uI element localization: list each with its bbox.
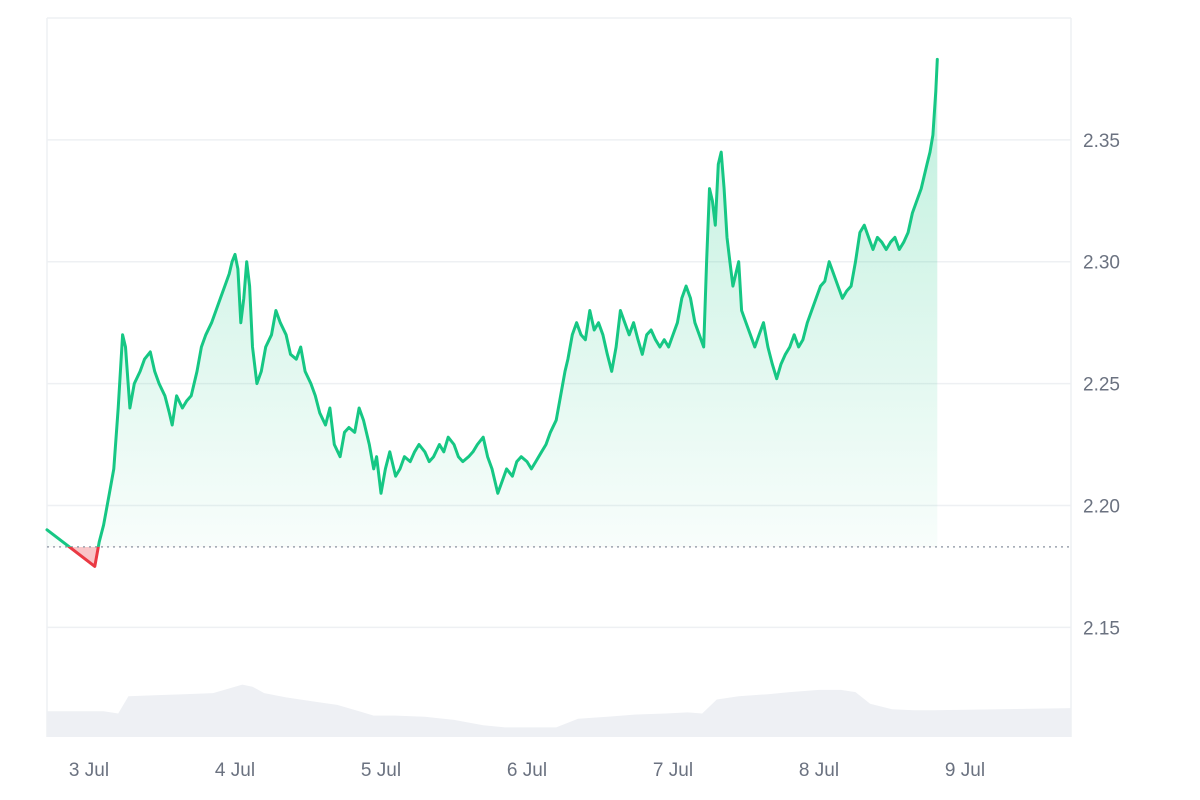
area-above-baseline (47, 59, 938, 547)
x-axis: 3 Jul 4 Jul 5 Jul 6 Jul 7 Jul 8 Jul 9 Jul (69, 760, 985, 781)
x-tick-label: 7 Jul (653, 760, 693, 781)
volume-shape (47, 684, 1071, 737)
x-tick-label: 6 Jul (507, 760, 547, 781)
x-tick-label: 5 Jul (361, 760, 401, 781)
x-tick-label: 4 Jul (215, 760, 255, 781)
y-tick-label: 2.20 (1083, 496, 1120, 517)
y-tick-label: 2.15 (1083, 618, 1120, 639)
y-tick-label: 2.30 (1083, 253, 1120, 274)
volume-area (47, 684, 1071, 737)
price-area (47, 59, 938, 567)
price-line-up (45, 57, 939, 547)
price-line (45, 57, 939, 568)
y-axis: 2.15 2.20 2.25 2.30 2.35 (1083, 131, 1120, 639)
y-tick-label: 2.25 (1083, 375, 1120, 396)
y-tick-label: 2.35 (1083, 131, 1120, 152)
x-tick-label: 3 Jul (69, 760, 109, 781)
x-tick-label: 8 Jul (799, 760, 839, 781)
x-tick-label: 9 Jul (945, 760, 985, 781)
